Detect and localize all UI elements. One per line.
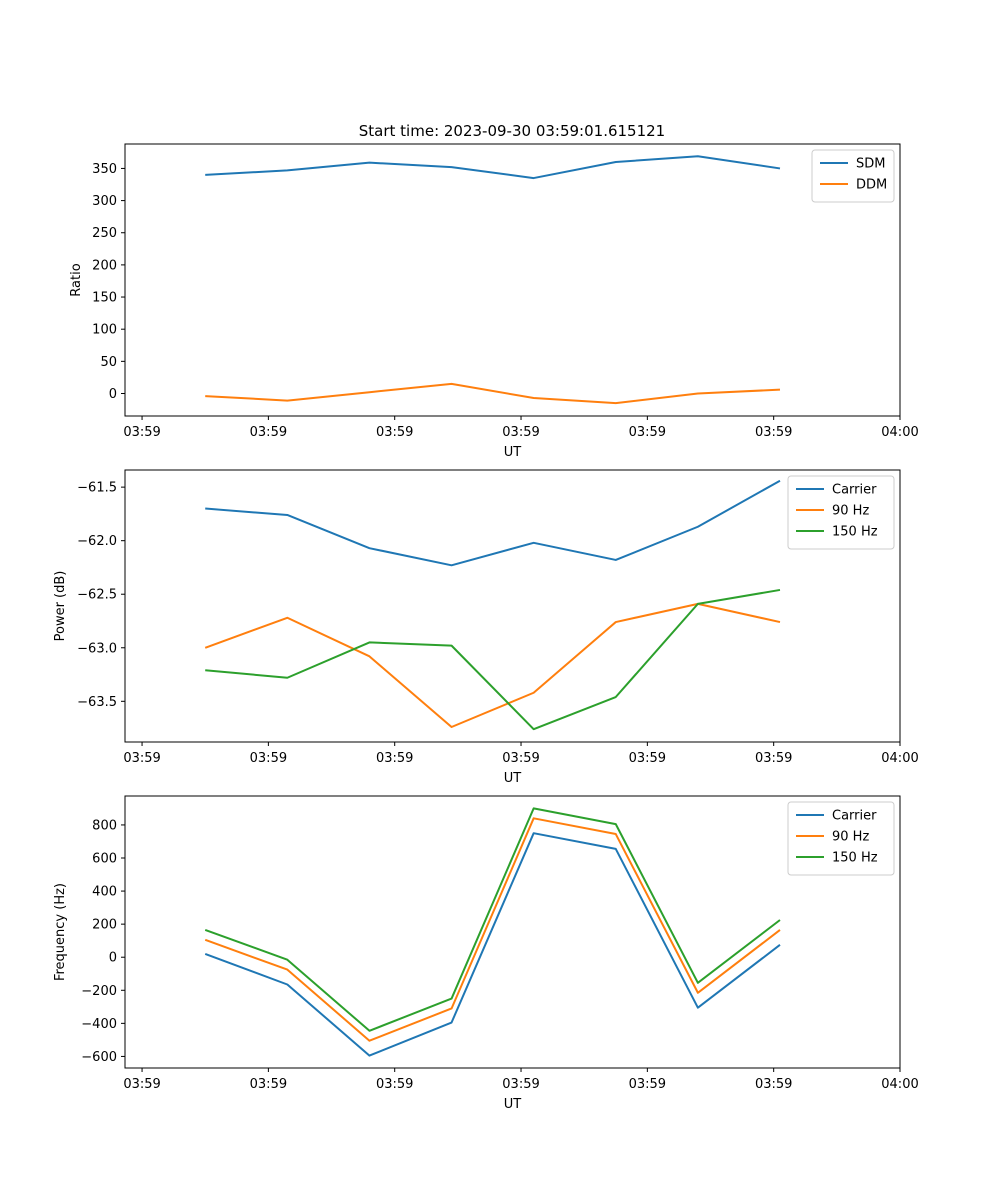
x-tick-label: 03:59: [123, 751, 160, 766]
y-tick-label: −63.5: [77, 695, 117, 710]
y-tick-label: 100: [92, 323, 117, 338]
legend: SDM DDM: [811, 149, 895, 203]
x-tick-label: 03:59: [250, 425, 287, 440]
legend-label: DDM: [856, 178, 887, 193]
y-tick-label: 50: [100, 355, 117, 370]
y-tick-label: 200: [92, 918, 117, 933]
y-tick-label: −62.5: [77, 588, 117, 603]
axes-frame: [124, 795, 901, 1069]
series-line-150-hz: [205, 588, 781, 731]
axes-frame: [124, 469, 901, 743]
x-tick-label: 03:59: [755, 425, 792, 440]
axes-frame: [124, 143, 901, 417]
y-tick-label: 300: [92, 194, 117, 209]
legend-label: 150 Hz: [832, 525, 878, 540]
y-tick-label: 200: [92, 258, 117, 273]
series-line-sdm: [205, 155, 781, 180]
x-tick-label: 03:59: [629, 1077, 666, 1092]
x-tick-label: 04:00: [881, 1077, 918, 1092]
y-tick-label: 150: [92, 291, 117, 306]
chart-title: Start time: 2023-09-30 03:59:01.615121: [359, 122, 665, 140]
y-tick-label: −600: [81, 1050, 117, 1065]
legend-label: 90 Hz: [832, 830, 869, 845]
x-tick-label: 03:59: [755, 1077, 792, 1092]
legend-label: Carrier: [832, 809, 877, 824]
y-tick-label: 0: [109, 387, 117, 402]
x-tick-label: 03:59: [629, 425, 666, 440]
y-axis-label: Ratio: [69, 263, 84, 296]
subplot-2: 03:59 03:59 03:59 03:59 03:59 03:59 04:00 −63.5…: [53, 469, 919, 786]
legend: Carrier 90 Hz 150 Hz: [787, 475, 895, 550]
x-tick-label: 03:59: [502, 751, 539, 766]
y-tick-label: 350: [92, 162, 117, 177]
x-tick-label: 03:59: [250, 1077, 287, 1092]
y-tick-label: 800: [92, 818, 117, 833]
x-tick-label: 04:00: [881, 425, 918, 440]
y-tick-label: −400: [81, 1017, 117, 1032]
legend-label: 150 Hz: [832, 851, 878, 866]
y-axis-label: Frequency (Hz): [53, 883, 68, 981]
x-axis-label: UT: [504, 771, 522, 786]
series-line-90-hz: [204, 817, 781, 1042]
series-line-150-hz: [204, 807, 781, 1032]
y-axis-label: Power (dB): [53, 571, 68, 642]
y-tick-label: 600: [92, 852, 117, 867]
legend-label: 90 Hz: [832, 504, 869, 519]
series-line-carrier: [204, 832, 781, 1057]
x-tick-label: 03:59: [502, 1077, 539, 1092]
series-line-90-hz: [204, 602, 781, 729]
legend-label: Carrier: [832, 483, 877, 498]
x-tick-label: 04:00: [881, 751, 918, 766]
x-tick-label: 03:59: [755, 751, 792, 766]
series-line-carrier: [205, 479, 781, 567]
y-tick-label: −61.5: [77, 481, 117, 496]
y-tick-label: −63.0: [77, 641, 117, 656]
y-tick-label: −200: [81, 984, 117, 999]
x-tick-label: 03:59: [376, 1077, 413, 1092]
y-tick-label: 0: [109, 951, 117, 966]
x-axis-label: UT: [504, 1097, 522, 1112]
x-tick-label: 03:59: [629, 751, 666, 766]
x-tick-label: 03:59: [123, 425, 160, 440]
x-axis-label: UT: [504, 445, 522, 460]
subplot-3: 03:59 03:59 03:59 03:59 03:59 03:59 04:00 −600 −…: [53, 795, 919, 1112]
y-tick-label: −62.0: [77, 534, 117, 549]
legend: Carrier 90 Hz 150 Hz: [787, 801, 895, 876]
x-tick-label: 03:59: [250, 751, 287, 766]
y-tick-label: 400: [92, 885, 117, 900]
legend-label: SDM: [856, 157, 885, 172]
subplot-1: 03:59 03:59 03:59 03:59 03:59 03:59 04:00 0 50 10…: [69, 143, 919, 460]
series-line-ddm: [205, 382, 781, 405]
x-tick-label: 03:59: [376, 425, 413, 440]
y-tick-label: 250: [92, 226, 117, 241]
x-tick-label: 03:59: [376, 751, 413, 766]
x-tick-label: 03:59: [502, 425, 539, 440]
x-tick-label: 03:59: [123, 1077, 160, 1092]
